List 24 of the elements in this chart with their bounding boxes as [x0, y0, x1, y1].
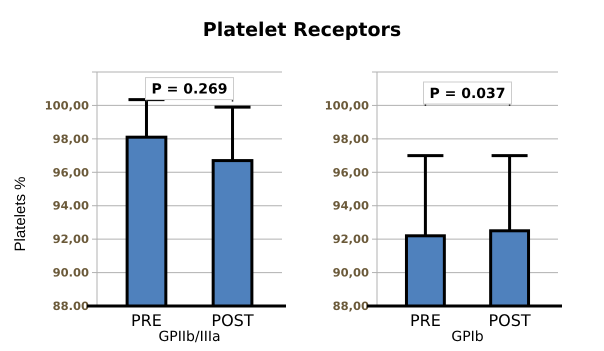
y-tick-label: 94.00: [52, 198, 89, 213]
chart-title: Platelet Receptors: [202, 19, 402, 41]
y-tick-label: 90,00: [332, 266, 369, 280]
y-tick-label: 92,00: [332, 232, 369, 246]
y-tick-label: 92,00: [52, 232, 89, 246]
y-tick-label: 98,00: [332, 132, 369, 146]
y-tick-label: 88,00: [332, 299, 369, 314]
x-tick-label: POST: [211, 311, 254, 330]
x-axis-title: GPIIb/IIIa: [158, 329, 221, 345]
y-axis-title: Platelets %: [12, 176, 29, 252]
annotation: P = 0.037: [429, 86, 506, 102]
x-tick-label: POST: [488, 311, 531, 330]
y-tick-label: 88.00: [52, 299, 89, 314]
y-tick-label: 96,00: [332, 165, 369, 180]
y-tick-label: 98,00: [52, 132, 89, 146]
y-tick-label: 90.00: [52, 266, 89, 280]
y-tick-label: 94,00: [332, 198, 369, 213]
annotation: P = 0.269: [151, 81, 228, 98]
y-tick-label: 100,00: [44, 98, 89, 112]
x-tick-label: PRE: [131, 311, 162, 330]
y-tick-label: 96,00: [52, 165, 89, 180]
y-tick-label: 100,00: [324, 98, 369, 112]
x-axis-title: GPIb: [451, 329, 484, 345]
x-tick-label: PRE: [410, 311, 441, 330]
